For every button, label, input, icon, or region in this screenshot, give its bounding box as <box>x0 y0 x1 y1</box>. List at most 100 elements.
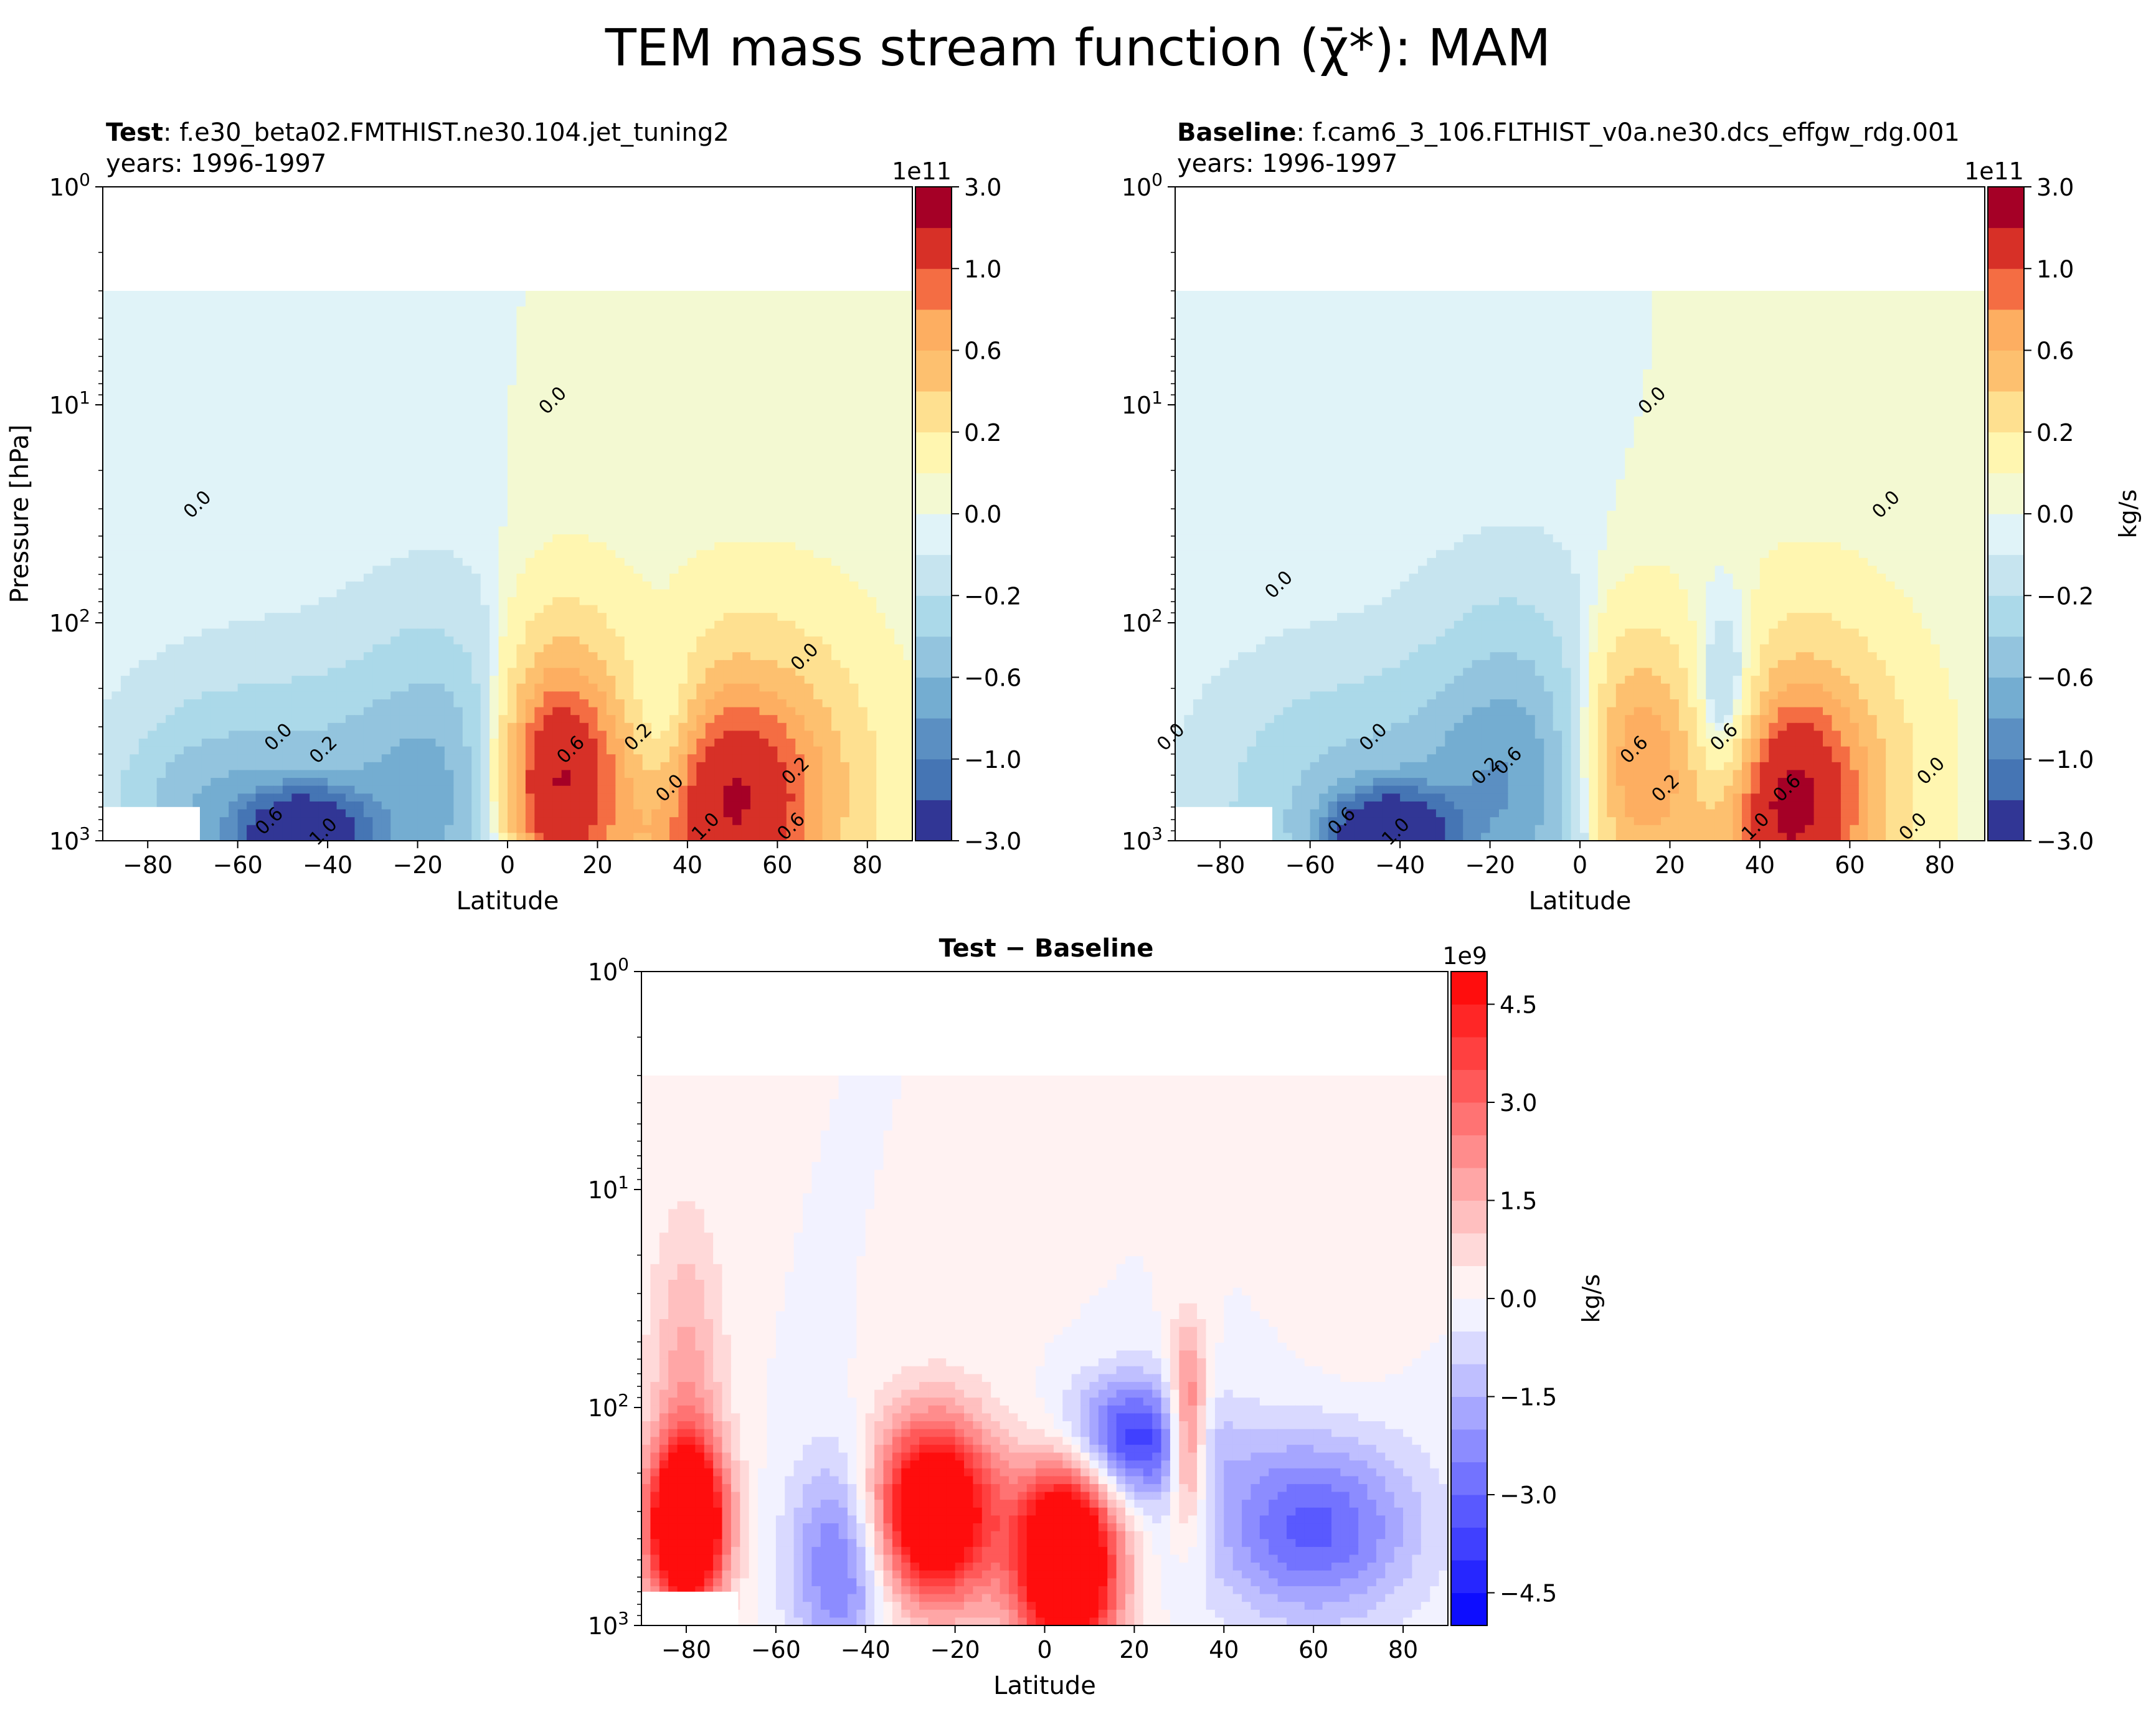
baseline-title-rest: : f.cam6_3_106.FLTHIST_v0a.ne30.dcs_effg… <box>1296 118 1960 147</box>
diff-cbar-bin <box>1451 1462 1487 1495</box>
test-cbar-tick-label: −0.2 <box>964 582 1021 610</box>
test-xtick-label: 60 <box>762 851 792 879</box>
baseline-cbar-tick-label: 0.6 <box>2036 338 2074 365</box>
diff-xtick-label: 40 <box>1209 1636 1239 1663</box>
test-xtick-label: −40 <box>303 851 352 879</box>
test-cbar-bin <box>915 473 952 514</box>
figure-suptitle: TEM mass stream function (χ̄*): MAM <box>605 19 1551 78</box>
test-xtick-label: 0 <box>500 851 515 879</box>
baseline-xtick-label: 60 <box>1835 851 1865 879</box>
baseline-xtick-label: 20 <box>1655 851 1685 879</box>
test-cbar-bin <box>915 268 952 310</box>
baseline-cbar-bin <box>1988 432 2024 473</box>
diff-cbar-bin <box>1451 1396 1487 1430</box>
diff-field <box>641 1075 1448 1625</box>
test-ytick-label: 100 <box>49 169 90 201</box>
test-xtick-label: 40 <box>673 851 702 879</box>
diff-cbar-tick-label: −3.0 <box>1500 1482 1557 1509</box>
test-cbar-tick-label: 1.0 <box>964 255 1001 283</box>
baseline-panel: 0.00.00.00.00.00.20.60.6 1.00.60.20.60.61… <box>1122 158 2142 915</box>
diff-cbar-tick-label: 1.5 <box>1500 1188 1537 1215</box>
diff-cbar-bin <box>1451 1495 1487 1528</box>
test-colorbar: 3.0 1.0 0.6 0.2 0.0 −0.2 −0.6 −1.0 −3.0 1e11 <box>892 158 1021 855</box>
diff-cbar-bin <box>1451 1004 1487 1038</box>
baseline-xtick-label: 40 <box>1745 851 1775 879</box>
test-cbar-bin <box>915 636 952 678</box>
baseline-xtick-label: −80 <box>1195 851 1245 879</box>
test-cbar-bin <box>915 227 952 269</box>
baseline-xtick-label: −20 <box>1465 851 1515 879</box>
test-cbar-tick-label: −3.0 <box>964 828 1021 855</box>
diff-cbar-bin <box>1451 972 1487 1005</box>
diff-xtick-label: 60 <box>1298 1636 1328 1663</box>
diff-missing-sw <box>641 1591 739 1625</box>
baseline-cbar-tick-label: −3.0 <box>2036 828 2094 855</box>
baseline-xtick-label: 0 <box>1572 851 1587 879</box>
baseline-xtick-label: −60 <box>1285 851 1335 879</box>
diff-cbar-bin <box>1451 1069 1487 1103</box>
test-xlabel: Latitude <box>456 887 559 915</box>
diff-cbar-tick-label: 3.0 <box>1500 1089 1537 1117</box>
test-cbar-tick-label: 0.6 <box>964 338 1001 365</box>
diff-cbar-tick-label: 0.0 <box>1500 1285 1537 1313</box>
diff-xtick-label: 0 <box>1037 1636 1052 1663</box>
test-cbar-tick-label: −0.6 <box>964 665 1021 692</box>
diff-xtick-label: 80 <box>1388 1636 1418 1663</box>
test-cbar-exponent: 1e11 <box>892 158 952 185</box>
test-field <box>103 290 912 841</box>
diff-colorbar: 4.5 3.0 1.5 0.0 −1.5 −3.0 −4.5 1e9 kg/s <box>1442 942 1605 1626</box>
test-cbar-bin <box>915 595 952 637</box>
diff-cbar-tick-label: −4.5 <box>1500 1580 1557 1607</box>
test-cbar-bin <box>915 718 952 760</box>
test-cbar-bin <box>915 759 952 800</box>
diff-xtick-label: −80 <box>661 1636 711 1663</box>
test-ytick-label: 101 <box>49 387 90 419</box>
test-cbar-bin <box>915 350 952 392</box>
test-panel-subtitle: years: 1996-1997 <box>106 149 327 178</box>
test-ylabel: Pressure [hPa] <box>6 425 34 603</box>
test-cbar-tick-label: 0.0 <box>964 501 1001 528</box>
test-cbar-bin <box>915 432 952 473</box>
test-title-bold: Test <box>106 118 164 147</box>
baseline-ytick-label: 101 <box>1122 387 1163 419</box>
diff-panel-title: Test − Baseline <box>939 934 1154 963</box>
test-cbar-bin <box>915 187 952 229</box>
baseline-cbar-bin <box>1988 391 2024 433</box>
diff-cbar-bin <box>1451 1265 1487 1299</box>
baseline-cbar-tick-label: 0.0 <box>2036 501 2074 528</box>
test-ytick-label: 103 <box>49 823 90 855</box>
diff-cbar-bin <box>1451 1135 1487 1168</box>
diff-xtick-label: −60 <box>751 1636 801 1663</box>
baseline-cbar-tick-label: 0.2 <box>2036 419 2074 447</box>
test-ytick-label: 102 <box>49 605 90 637</box>
baseline-cbar-bin <box>1988 759 2024 800</box>
diff-cbar-bin <box>1451 1364 1487 1397</box>
baseline-title-bold: Baseline <box>1177 118 1297 147</box>
baseline-cbar-bin <box>1988 473 2024 514</box>
baseline-cbar-bin <box>1988 595 2024 637</box>
baseline-cbar-exponent: 1e11 <box>1964 158 2024 185</box>
baseline-field <box>1175 290 1985 841</box>
diff-xtick-label: −40 <box>841 1636 891 1663</box>
baseline-ytick-label: 102 <box>1122 605 1163 637</box>
test-cbar-tick-label: −1.0 <box>964 746 1021 773</box>
baseline-cbar-bin <box>1988 636 2024 678</box>
diff-cbar-bin <box>1451 1527 1487 1561</box>
diff-cbar-label: kg/s <box>1577 1274 1605 1323</box>
diff-xlabel: Latitude <box>993 1672 1096 1700</box>
diff-cbar-exponent: 1e9 <box>1442 942 1487 970</box>
baseline-cbar-bin <box>1988 677 2024 719</box>
test-panel: 0.00.00.00.0 0.20.6 1.00.6 0.20.0 0.21.0 0.6−… <box>6 158 1021 915</box>
baseline-colorbar: 3.0 1.0 0.6 0.2 0.0 −0.2 −0.6 −1.0 −3.0 1e11 kg/s <box>1964 158 2142 855</box>
baseline-cbar-bin <box>1988 268 2024 310</box>
test-cbar-tick-label: 0.2 <box>964 419 1001 447</box>
baseline-cbar-tick-label: 3.0 <box>2036 174 2074 201</box>
baseline-ytick-label: 103 <box>1122 823 1163 855</box>
test-cbar-tick-label: 3.0 <box>964 174 1001 201</box>
diff-xtick-label: 20 <box>1119 1636 1149 1663</box>
test-cbar-bin <box>915 800 952 841</box>
diff-cbar-bin <box>1451 1200 1487 1234</box>
baseline-cbar-bin <box>1988 514 2024 556</box>
baseline-xtick-label: 80 <box>1925 851 1955 879</box>
baseline-xlabel: Latitude <box>1529 887 1632 915</box>
